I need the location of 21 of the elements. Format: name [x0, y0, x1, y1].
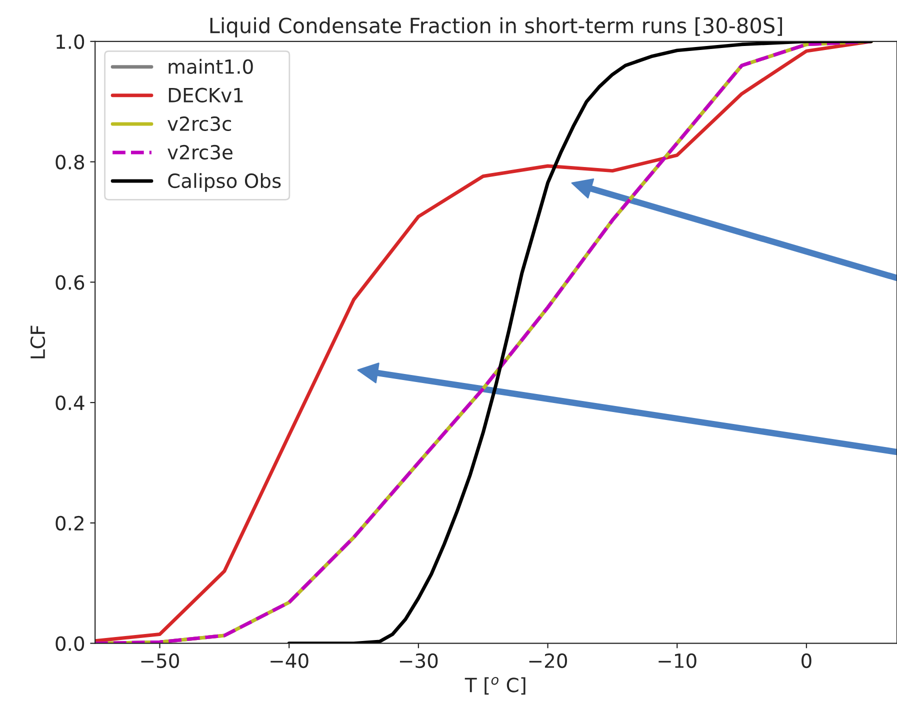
chart-title: Liquid Condensate Fraction in short-term runs [30-80S] [210, 17, 782, 38]
y-axis-title: LCF [30, 326, 46, 358]
y-tick-label: 0.8 [56, 154, 84, 170]
x-tick-label: 0 [802, 653, 812, 668]
y-tick-label: 0.4 [56, 396, 84, 410]
x-tick-label: −50 [141, 653, 179, 668]
y-tick-label: 0.2 [56, 516, 84, 531]
line-series [287, 41, 873, 644]
legend-label: v2rc3e [168, 144, 232, 160]
x-tick-label: −10 [658, 653, 696, 668]
y-tick-label: 1.0 [56, 34, 84, 50]
legend-label: maint1.0 [168, 58, 253, 74]
x-axis-title: T [$^{o}$ C] [464, 677, 526, 695]
y-tick-label: 0.6 [56, 275, 84, 290]
legend-label: Calipso Obs [168, 173, 281, 192]
x-tick-label: −40 [270, 653, 308, 668]
x-tick-label: −30 [400, 653, 438, 668]
y-tick-label: 0.0 [56, 636, 84, 651]
legend-label: DECKv1 [168, 88, 243, 103]
legend-label: v2rc3c [168, 116, 232, 132]
x-tick-label: −20 [529, 653, 568, 668]
